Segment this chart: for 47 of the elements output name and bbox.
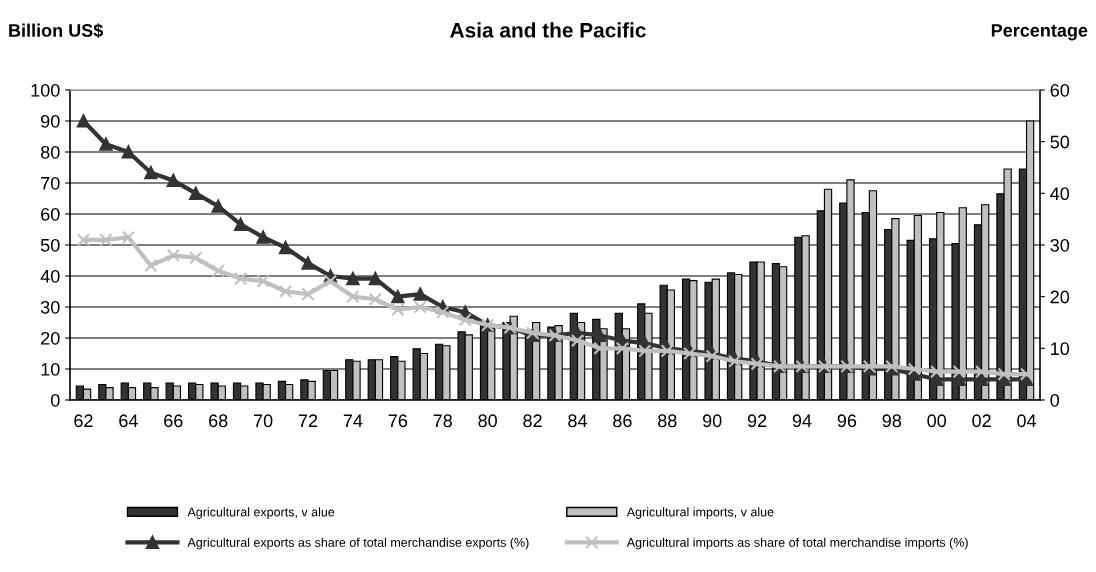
y-tick-label: 0 (50, 393, 60, 407)
x-tick-label: 84 (568, 414, 587, 428)
x-tick-label: 02 (972, 414, 991, 428)
x-tick-label: 04 (1017, 414, 1037, 428)
legend-label: Agricultural imports as share of total merchandise imports (%) (626, 537, 968, 550)
x-tick-label: 96 (837, 414, 857, 428)
y2-tick-label: 60 (1050, 83, 1070, 97)
x-tick-label: 90 (702, 414, 722, 428)
y-tick-label: 50 (40, 238, 60, 252)
x-tick-label: 62 (74, 414, 93, 428)
y2-tick-label: 10 (1051, 342, 1070, 356)
legend-label: Agricultural exports, v alue (187, 507, 335, 519)
x-tick-label: 80 (478, 414, 497, 428)
y2-tick-label: 50 (1050, 135, 1070, 149)
y-tick-label: 60 (41, 207, 60, 221)
y2-tick-label: 40 (1050, 187, 1070, 201)
y-tick-label: 90 (41, 114, 60, 128)
x-tick-label: 94 (792, 414, 812, 428)
y-tick-label: 80 (40, 145, 60, 159)
x-tick-label: 82 (523, 414, 542, 428)
y2-axis-title: Percentage (991, 24, 1088, 41)
x-tick-label: 92 (747, 414, 767, 428)
y-axis-title: Billion US$ (9, 23, 104, 39)
y-tick-label: 20 (41, 331, 60, 345)
y-tick-label: 40 (40, 269, 60, 283)
y-tick-label: 100 (31, 83, 60, 97)
x-tick-label: 64 (119, 414, 138, 428)
y2-tick-label: 20 (1050, 290, 1070, 304)
x-tick-label: 86 (613, 414, 632, 428)
x-tick-label: 98 (882, 414, 902, 428)
y-tick-label: 70 (41, 176, 60, 190)
y2-tick-label: 30 (1050, 238, 1070, 252)
x-tick-label: 74 (343, 414, 363, 427)
legend-label: Agricultural exports as share of total merchandise exports (%) (187, 537, 529, 550)
y2-tick-label: 0 (1050, 393, 1060, 407)
x-tick-label: 72 (298, 414, 318, 427)
x-tick-label: 70 (253, 414, 273, 428)
y-tick-label: 10 (41, 362, 60, 376)
y-tick-label: 30 (40, 300, 60, 314)
legend-label: Agricultural imports, v alue (626, 507, 774, 519)
x-tick-label: 68 (209, 414, 228, 428)
x-tick-label: 00 (927, 414, 947, 428)
x-tick-label: 88 (658, 414, 677, 428)
x-tick-label: 76 (388, 414, 408, 428)
chart-title: Asia and the Pacific (450, 22, 646, 38)
x-tick-label: 78 (433, 414, 452, 428)
x-tick-label: 66 (164, 414, 183, 428)
